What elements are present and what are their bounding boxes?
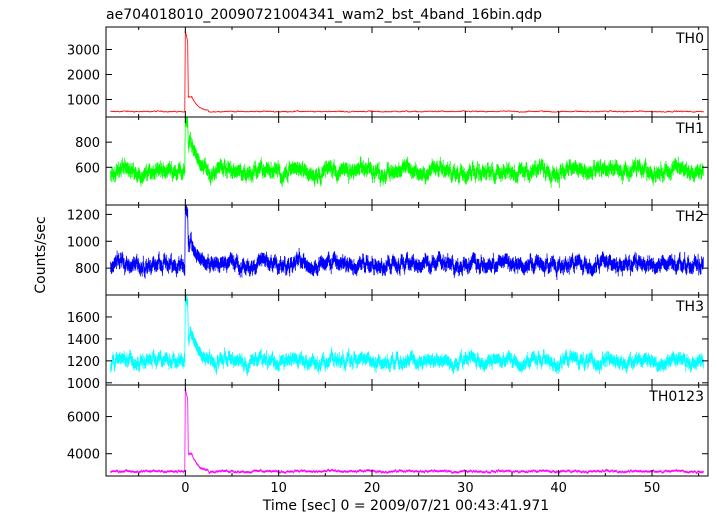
y-tick-label: 800 [75, 136, 100, 151]
y-tick-label: 1400 [67, 333, 100, 348]
panel-th3: 1000 1200 1400 1600 TH3 [67, 294, 709, 392]
series-th2 [110, 205, 704, 280]
y-tick-label: 3000 [67, 44, 100, 59]
y-tick-label: 800 [75, 262, 100, 277]
x-axis-label: Time [sec] 0 = 2009/07/21 00:43:41.971 [262, 498, 549, 514]
y-tick-label: 1000 [67, 235, 100, 250]
y-axis-label: Counts/sec [33, 216, 49, 293]
panel-name-th0123: TH0123 [648, 389, 704, 405]
panel-th0123: 4000 6000 TH0123 [67, 384, 709, 477]
panel-th2: 800 1000 1200 TH2 [67, 204, 709, 296]
x-tick-label: 0 [181, 481, 189, 496]
panels: 1000 2000 3000 TH0 600 800 TH1 800 1000 1200 TH2 10… [67, 26, 709, 477]
panel-frame [105, 26, 709, 118]
y-tick-label: 1200 [67, 208, 100, 223]
panel-th0: 1000 2000 3000 TH0 [67, 26, 709, 118]
panel-frame [105, 384, 709, 477]
y-tick-label: 600 [75, 161, 100, 176]
y-tick-label: 1000 [67, 377, 100, 392]
y-tick-label: 4000 [67, 448, 100, 463]
x-tick-label: 20 [364, 481, 381, 496]
x-tick-label: 50 [644, 481, 661, 496]
x-tick-label: 10 [270, 481, 287, 496]
x-tick-label: 30 [457, 481, 474, 496]
chart-title: ae704018010_20090721004341_wam2_bst_4ban… [106, 7, 542, 23]
y-tick-label: 6000 [67, 411, 100, 426]
series-th0123 [110, 387, 704, 475]
panel-name-th2: TH2 [675, 209, 704, 225]
panel-frame [105, 294, 709, 386]
x-tick-labels: 0 10 20 30 40 50 [181, 481, 660, 496]
y-tick-label: 2000 [67, 69, 100, 84]
panel-name-th1: TH1 [675, 121, 704, 137]
series-th1 [110, 117, 704, 188]
panel-frame [105, 204, 709, 296]
panel-th1: 600 800 TH1 [75, 116, 709, 206]
y-tick-label: 1600 [67, 311, 100, 326]
x-tick-label: 40 [550, 481, 567, 496]
panel-name-th0: TH0 [675, 31, 704, 47]
series-th3 [110, 295, 704, 377]
panel-name-th3: TH3 [675, 299, 704, 315]
y-tick-label: 1200 [67, 355, 100, 370]
series-th0 [110, 30, 704, 113]
y-tick-label: 1000 [67, 94, 100, 109]
